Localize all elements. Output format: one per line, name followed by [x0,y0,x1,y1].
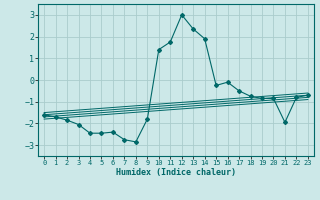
X-axis label: Humidex (Indice chaleur): Humidex (Indice chaleur) [116,168,236,177]
